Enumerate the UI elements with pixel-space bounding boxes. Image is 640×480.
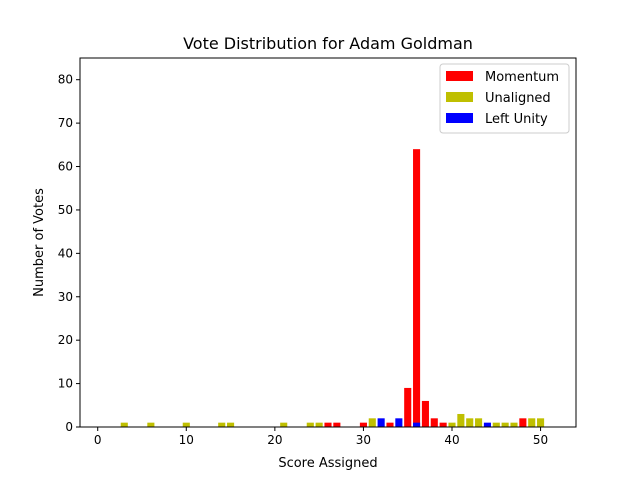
bars-group	[120, 149, 545, 427]
bar-left-unity	[413, 422, 421, 427]
y-axis-ticks: 0 10 20 30 40 50 60 70 80	[58, 73, 80, 434]
y-tick-label: 10	[58, 377, 73, 391]
bar-unaligned	[448, 422, 456, 427]
bar-unaligned	[227, 422, 235, 427]
chart-title: Vote Distribution for Adam Goldman	[183, 34, 473, 53]
bar-momentum	[324, 422, 332, 427]
bar-unaligned	[306, 422, 314, 427]
legend: Momentum Unaligned Left Unity	[439, 63, 570, 134]
y-tick-label: 50	[58, 203, 73, 217]
legend-label-left-unity: Left Unity	[485, 112, 548, 127]
bar-unaligned	[492, 422, 500, 427]
bar-momentum	[421, 400, 429, 427]
x-tick-label: 20	[267, 433, 282, 447]
bar-unaligned	[528, 418, 536, 427]
legend-swatch-momentum	[446, 71, 473, 81]
y-axis-label: Number of Votes	[32, 188, 47, 297]
y-tick-label: 80	[58, 73, 73, 87]
bar-left-unity	[395, 418, 403, 427]
bar-unaligned	[466, 418, 474, 427]
x-tick-label: 50	[533, 433, 548, 447]
bar-unaligned	[120, 422, 128, 427]
y-tick-label: 40	[58, 246, 73, 260]
x-tick-label: 10	[179, 433, 194, 447]
bar-unaligned	[537, 418, 545, 427]
y-tick-label: 20	[58, 333, 73, 347]
y-tick-label: 70	[58, 116, 73, 130]
bar-unaligned	[280, 422, 288, 427]
bar-unaligned	[182, 422, 190, 427]
bar-unaligned	[315, 422, 323, 427]
legend-label-momentum: Momentum	[485, 70, 559, 85]
bar-momentum	[386, 422, 394, 427]
bar-momentum	[333, 422, 341, 427]
bar-momentum	[413, 149, 421, 427]
y-tick-label: 60	[58, 160, 73, 174]
bar-unaligned	[501, 422, 509, 427]
bar-unaligned	[147, 422, 155, 427]
bar-unaligned	[510, 422, 518, 427]
bar-momentum	[430, 418, 438, 427]
bar-momentum	[439, 422, 447, 427]
x-tick-label: 30	[356, 433, 371, 447]
bar-momentum	[519, 418, 527, 427]
bar-left-unity	[483, 422, 491, 427]
y-tick-label: 30	[58, 290, 73, 304]
x-axis-label: Score Assigned	[278, 456, 377, 471]
bar-unaligned	[218, 422, 226, 427]
bar-unaligned	[368, 418, 376, 427]
bar-unaligned	[475, 418, 483, 427]
x-tick-label: 40	[444, 433, 459, 447]
bar-left-unity	[377, 418, 385, 427]
bar-momentum	[359, 422, 367, 427]
y-tick-label: 0	[65, 420, 73, 434]
plot-frame	[79, 57, 577, 428]
legend-swatch-left-unity	[446, 113, 473, 123]
bar-momentum	[404, 387, 412, 427]
x-tick-label: 0	[94, 433, 102, 447]
legend-swatch-unaligned	[446, 92, 473, 102]
bar-unaligned	[457, 413, 465, 427]
legend-label-unaligned: Unaligned	[485, 91, 551, 106]
x-axis-ticks: 0 10 20 30 40 50	[94, 427, 548, 447]
